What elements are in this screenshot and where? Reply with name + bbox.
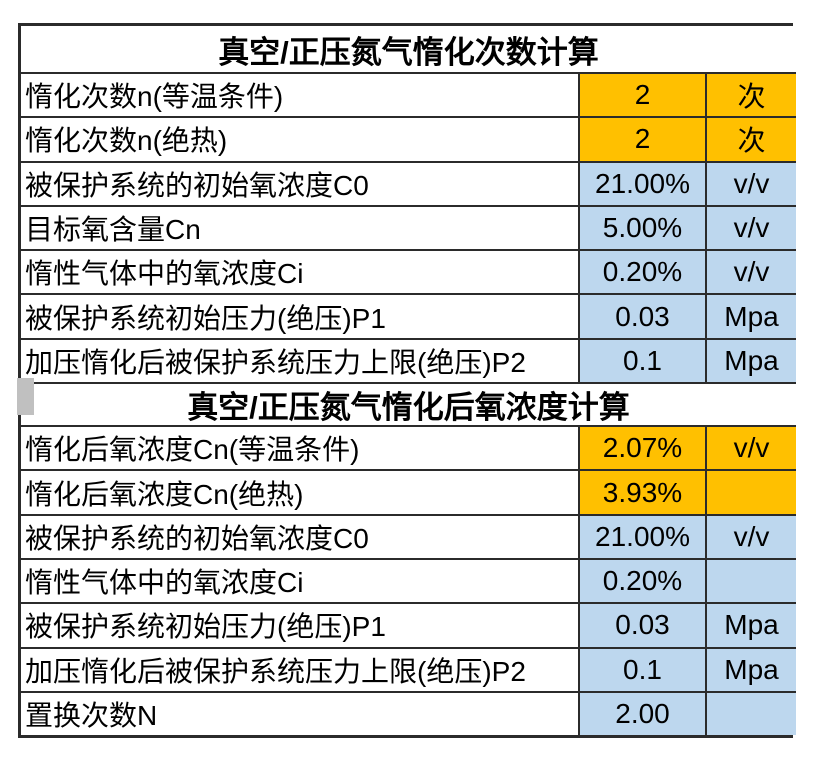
value-cell[interactable]: 21.00% (578, 160, 705, 205)
unit-cell[interactable]: 次 (705, 116, 796, 161)
value-cell[interactable]: 0.03 (578, 293, 705, 338)
row-label-cell[interactable]: 被保护系统的初始氧浓度C0 (21, 513, 578, 558)
row-label-cell[interactable]: 置换次数N (21, 690, 578, 736)
value-cell[interactable]: 0.20% (578, 249, 705, 294)
row-label-cell[interactable]: 惰化后氧浓度Cn(绝热) (21, 469, 578, 514)
row-label-cell[interactable]: 加压惰化后被保护系统压力上限(绝压)P2 (21, 646, 578, 691)
row-label-cell[interactable]: 惰性气体中的氧浓度Ci (21, 557, 578, 603)
row-selection-marker (17, 378, 34, 415)
row-label-cell[interactable]: 惰化次数n(等温条件) (21, 72, 578, 117)
row-label-cell[interactable]: 目标氧含量Cn (21, 204, 578, 250)
unit-cell[interactable]: Mpa (705, 337, 796, 383)
value-cell[interactable]: 2.07% (578, 425, 705, 470)
value-cell[interactable]: 0.1 (578, 646, 705, 691)
row-label-cell[interactable]: 加压惰化后被保护系统压力上限(绝压)P2 (21, 337, 578, 383)
value-cell[interactable]: 2.00 (578, 690, 705, 736)
unit-cell[interactable]: 次 (705, 72, 796, 117)
row-label-cell[interactable]: 被保护系统的初始氧浓度C0 (21, 160, 578, 205)
unit-cell[interactable]: v/v (705, 204, 796, 250)
unit-cell[interactable]: Mpa (705, 602, 796, 647)
value-cell[interactable]: 0.03 (578, 602, 705, 647)
section-title[interactable]: 真空/正压氮气惰化后氧浓度计算 (21, 382, 796, 426)
unit-cell[interactable]: v/v (705, 249, 796, 294)
row-label-cell[interactable]: 惰化次数n(绝热) (21, 116, 578, 161)
unit-cell[interactable]: v/v (705, 160, 796, 205)
row-label-cell[interactable]: 被保护系统初始压力(绝压)P1 (21, 293, 578, 338)
unit-cell[interactable]: v/v (705, 513, 796, 558)
row-label-cell[interactable]: 被保护系统初始压力(绝压)P1 (21, 602, 578, 647)
row-label-cell[interactable]: 惰性气体中的氧浓度Ci (21, 249, 578, 294)
value-cell[interactable]: 5.00% (578, 204, 705, 250)
value-cell[interactable]: 0.1 (578, 337, 705, 383)
value-cell[interactable]: 0.20% (578, 557, 705, 603)
value-cell[interactable]: 2 (578, 116, 705, 161)
unit-cell[interactable] (705, 469, 796, 514)
unit-cell[interactable] (705, 690, 796, 736)
section-title[interactable]: 真空/正压氮气惰化次数计算 (21, 26, 796, 72)
unit-cell[interactable]: Mpa (705, 293, 796, 338)
value-cell[interactable]: 3.93% (578, 469, 705, 514)
unit-cell[interactable]: v/v (705, 425, 796, 470)
unit-cell[interactable] (705, 557, 796, 603)
inerting-calculation-table: 真空/正压氮气惰化次数计算 惰化次数n(等温条件) 2 次惰化次数n(绝热) 2 次被保护… (18, 23, 796, 739)
value-cell[interactable]: 2 (578, 72, 705, 117)
unit-cell[interactable]: Mpa (705, 646, 796, 691)
row-label-cell[interactable]: 惰化后氧浓度Cn(等温条件) (21, 425, 578, 470)
value-cell[interactable]: 21.00% (578, 513, 705, 558)
